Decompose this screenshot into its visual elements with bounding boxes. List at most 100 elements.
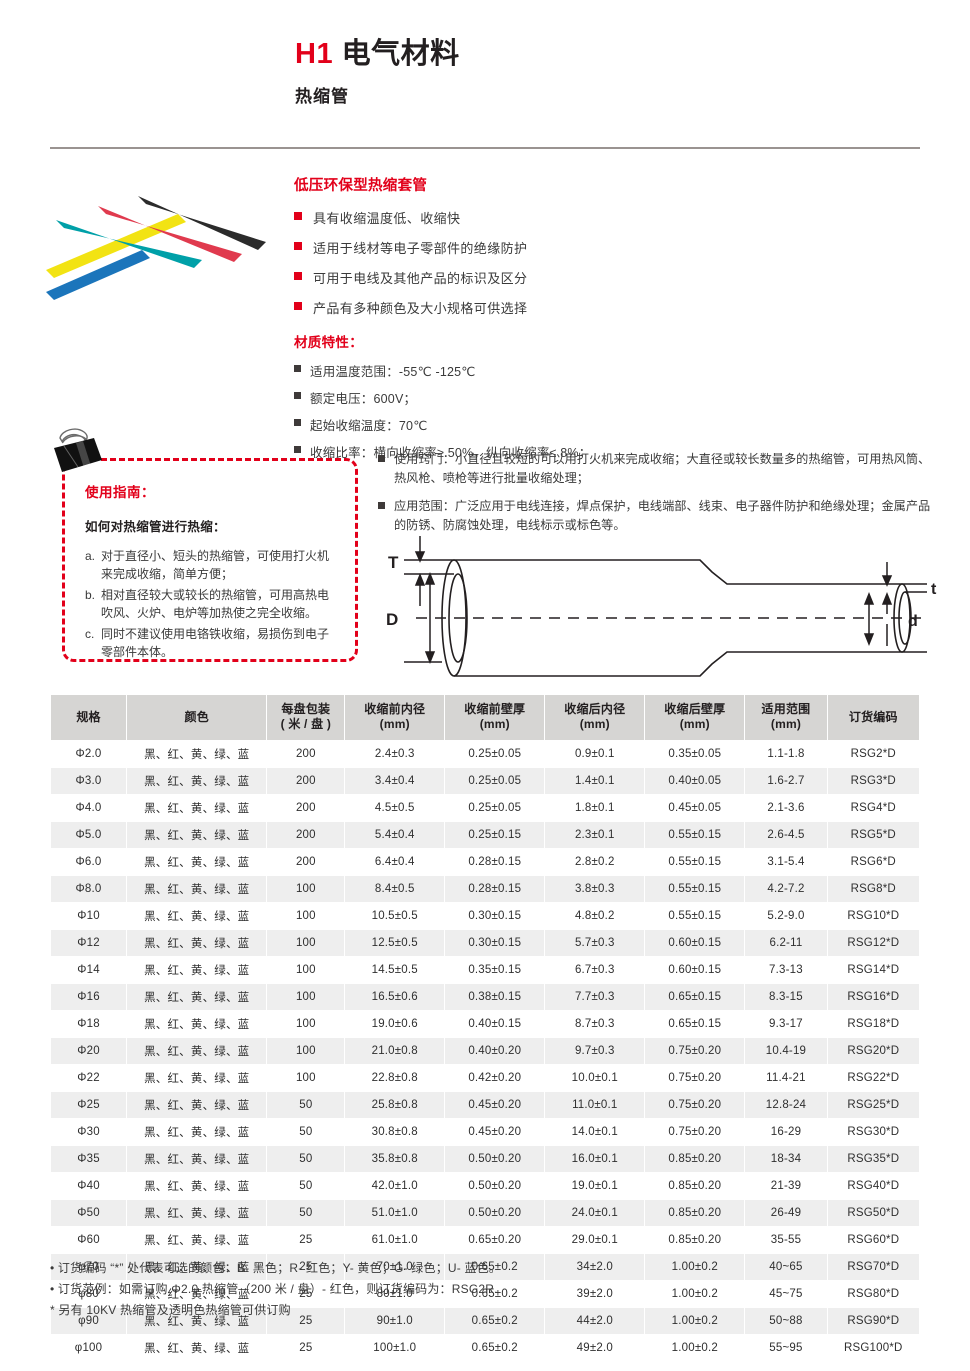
cell-id-before: 25.8±0.8	[345, 1092, 445, 1118]
material-item-label: 额定电压：600V；	[310, 392, 417, 406]
cell-color: 黑、红、黄、绿、蓝	[127, 1254, 267, 1280]
cell-id-before: 42.0±1.0	[345, 1173, 445, 1199]
features-block: 低压环保型热缩套管 具有收缩温度低、收缩快 适用于线材等电子零部件的绝缘防护 可…	[294, 174, 934, 469]
usage-item-text: 对于直径小、短头的热缩管，可使用打火机来完成收缩，简单方便；	[101, 549, 330, 581]
cell-id-before: 12.5±0.5	[345, 930, 445, 956]
cell-wall-before: 0.50±0.20	[445, 1146, 545, 1172]
column-header-line2: (mm)	[379, 717, 410, 731]
cell-order-code: RSG25*D	[827, 1092, 919, 1118]
cell-wall-after: 0.75±0.20	[645, 1092, 745, 1118]
cell-spec: Φ8.0	[51, 876, 127, 902]
cell-spec: φ80	[51, 1281, 127, 1307]
column-header-line2: (mm)	[679, 717, 710, 731]
cell-wall-after: 0.75±0.20	[645, 1119, 745, 1145]
column-header-line1: 收缩前内径	[364, 702, 426, 716]
cell-package: 50	[267, 1173, 345, 1199]
cell-wall-after: 0.45±0.05	[645, 795, 745, 821]
cell-id-before: 61.0±1.0	[345, 1227, 445, 1253]
dark-square-bullet-icon	[294, 446, 301, 453]
cell-color: 黑、红、黄、绿、蓝	[127, 1173, 267, 1199]
cell-wall-after: 0.85±0.20	[645, 1173, 745, 1199]
cell-id-after: 34±2.0	[545, 1254, 645, 1280]
cell-order-code: RSG12*D	[827, 930, 919, 956]
cell-wall-before: 0.65±0.2	[445, 1335, 545, 1361]
cell-wall-after: 1.00±0.2	[645, 1254, 745, 1280]
cell-spec: Φ60	[51, 1227, 127, 1253]
cell-id-before: 8.4±0.5	[345, 876, 445, 902]
feature-item-label: 适用于线材等电子零部件的绝缘防护	[313, 241, 528, 256]
dark-square-bullet-icon	[294, 392, 301, 399]
cell-spec: Φ20	[51, 1038, 127, 1064]
table-row: φ70 黑、红、黄、绿、蓝 25 70±1.0 0.65±0.2 34±2.0 1.00±0…	[51, 1254, 919, 1280]
cell-order-code: RSG10*D	[827, 903, 919, 929]
cell-id-after: 2.3±0.1	[545, 822, 645, 848]
cell-color: 黑、红、黄、绿、蓝	[127, 1011, 267, 1037]
cell-wall-before: 0.45±0.20	[445, 1092, 545, 1118]
cell-id-after: 8.7±0.3	[545, 1011, 645, 1037]
cell-wall-before: 0.28±0.15	[445, 849, 545, 875]
cell-color: 黑、红、黄、绿、蓝	[127, 1308, 267, 1334]
cell-color: 黑、红、黄、绿、蓝	[127, 795, 267, 821]
cell-wall-before: 0.45±0.20	[445, 1119, 545, 1145]
cell-color: 黑、红、黄、绿、蓝	[127, 876, 267, 902]
table-row: Φ4.0 黑、红、黄、绿、蓝 200 4.5±0.5 0.25±0.05 1.8±0.1 0…	[51, 795, 919, 821]
cell-id-before: 51.0±1.0	[345, 1200, 445, 1226]
cell-wall-after: 0.85±0.20	[645, 1227, 745, 1253]
material-properties-heading: 材质特性：	[294, 335, 363, 350]
cell-order-code: RSG80*D	[827, 1281, 919, 1307]
cell-spec: Φ18	[51, 1011, 127, 1037]
cell-id-after: 1.8±0.1	[545, 795, 645, 821]
cell-color: 黑、红、黄、绿、蓝	[127, 1146, 267, 1172]
cell-wall-after: 0.55±0.15	[645, 822, 745, 848]
cell-color: 黑、红、黄、绿、蓝	[127, 1092, 267, 1118]
diagram-label-D: D	[386, 610, 398, 629]
column-header-line2: (mm)	[579, 717, 610, 731]
cell-id-before: 6.4±0.4	[345, 849, 445, 875]
cell-wall-before: 0.65±0.2	[445, 1254, 545, 1280]
usage-guide-title: 使用指南：	[85, 485, 155, 500]
cell-id-before: 35.8±0.8	[345, 1146, 445, 1172]
cell-color: 黑、红、黄、绿、蓝	[127, 822, 267, 848]
dark-square-bullet-icon	[294, 419, 301, 426]
cell-id-before: 70±1.0	[345, 1254, 445, 1280]
cell-order-code: RSG40*D	[827, 1173, 919, 1199]
table-row: Φ12 黑、红、黄、绿、蓝 100 12.5±0.5 0.30±0.15 5.7±0.3 0…	[51, 930, 919, 956]
cell-range: 2.6-4.5	[745, 822, 827, 848]
cell-color: 黑、红、黄、绿、蓝	[127, 741, 267, 767]
cell-package: 100	[267, 903, 345, 929]
cell-wall-after: 0.40±0.05	[645, 768, 745, 794]
feature-item: 产品有多种颜色及大小规格可供选择	[294, 298, 934, 317]
cell-package: 200	[267, 822, 345, 848]
column-header-line1: 规格	[76, 709, 101, 724]
cell-wall-after: 0.60±0.15	[645, 957, 745, 983]
cell-range: 3.1-5.4	[745, 849, 827, 875]
cell-color: 黑、红、黄、绿、蓝	[127, 768, 267, 794]
cell-spec: φ90	[51, 1308, 127, 1334]
cell-wall-after: 0.65±0.15	[645, 1011, 745, 1037]
usage-guide-box: 使用指南： 如何对热缩管进行热缩： a. 对于直径小、短头的热缩管，可使用打火机…	[62, 458, 358, 662]
cell-package: 200	[267, 741, 345, 767]
cell-wall-after: 0.85±0.20	[645, 1146, 745, 1172]
cell-spec: Φ16	[51, 984, 127, 1010]
cell-package: 100	[267, 984, 345, 1010]
heat-shrink-tubing-photo	[46, 196, 266, 300]
cell-wall-after: 0.35±0.05	[645, 741, 745, 767]
note-item-label: 应用范围：广泛应用于电线连接，焊点保护，电线端部、线束、电子器件防护和绝缘处理；…	[394, 498, 931, 532]
footnote-line: • 订货范例：如需订购 Φ2.0 热缩管（200 米 / 盘）- 红色，则订货编…	[50, 1282, 498, 1296]
cell-range: 5.2-9.0	[745, 903, 827, 929]
cell-spec: φ70	[51, 1254, 127, 1280]
table-row: Φ14 黑、红、黄、绿、蓝 100 14.5±0.5 0.35±0.15 6.7±0.3 0…	[51, 957, 919, 983]
cell-id-before: 22.8±0.8	[345, 1065, 445, 1091]
cell-package: 25	[267, 1335, 345, 1361]
cell-package: 100	[267, 876, 345, 902]
cell-id-after: 9.7±0.3	[545, 1038, 645, 1064]
column-header-wall-before: 收缩前壁厚 (mm)	[445, 695, 545, 740]
features-heading: 低压环保型热缩套管	[294, 178, 428, 194]
red-square-bullet-icon	[294, 242, 302, 250]
cell-color: 黑、红、黄、绿、蓝	[127, 957, 267, 983]
cell-spec: φ100	[51, 1335, 127, 1361]
cell-package: 25	[267, 1254, 345, 1280]
cell-package: 100	[267, 1038, 345, 1064]
cell-id-before: 4.5±0.5	[345, 795, 445, 821]
usage-guide-item: b. 相对直径较大或较长的热缩管，可用高热电吹风、火炉、电炉等加热使之完全收缩。	[85, 586, 339, 622]
